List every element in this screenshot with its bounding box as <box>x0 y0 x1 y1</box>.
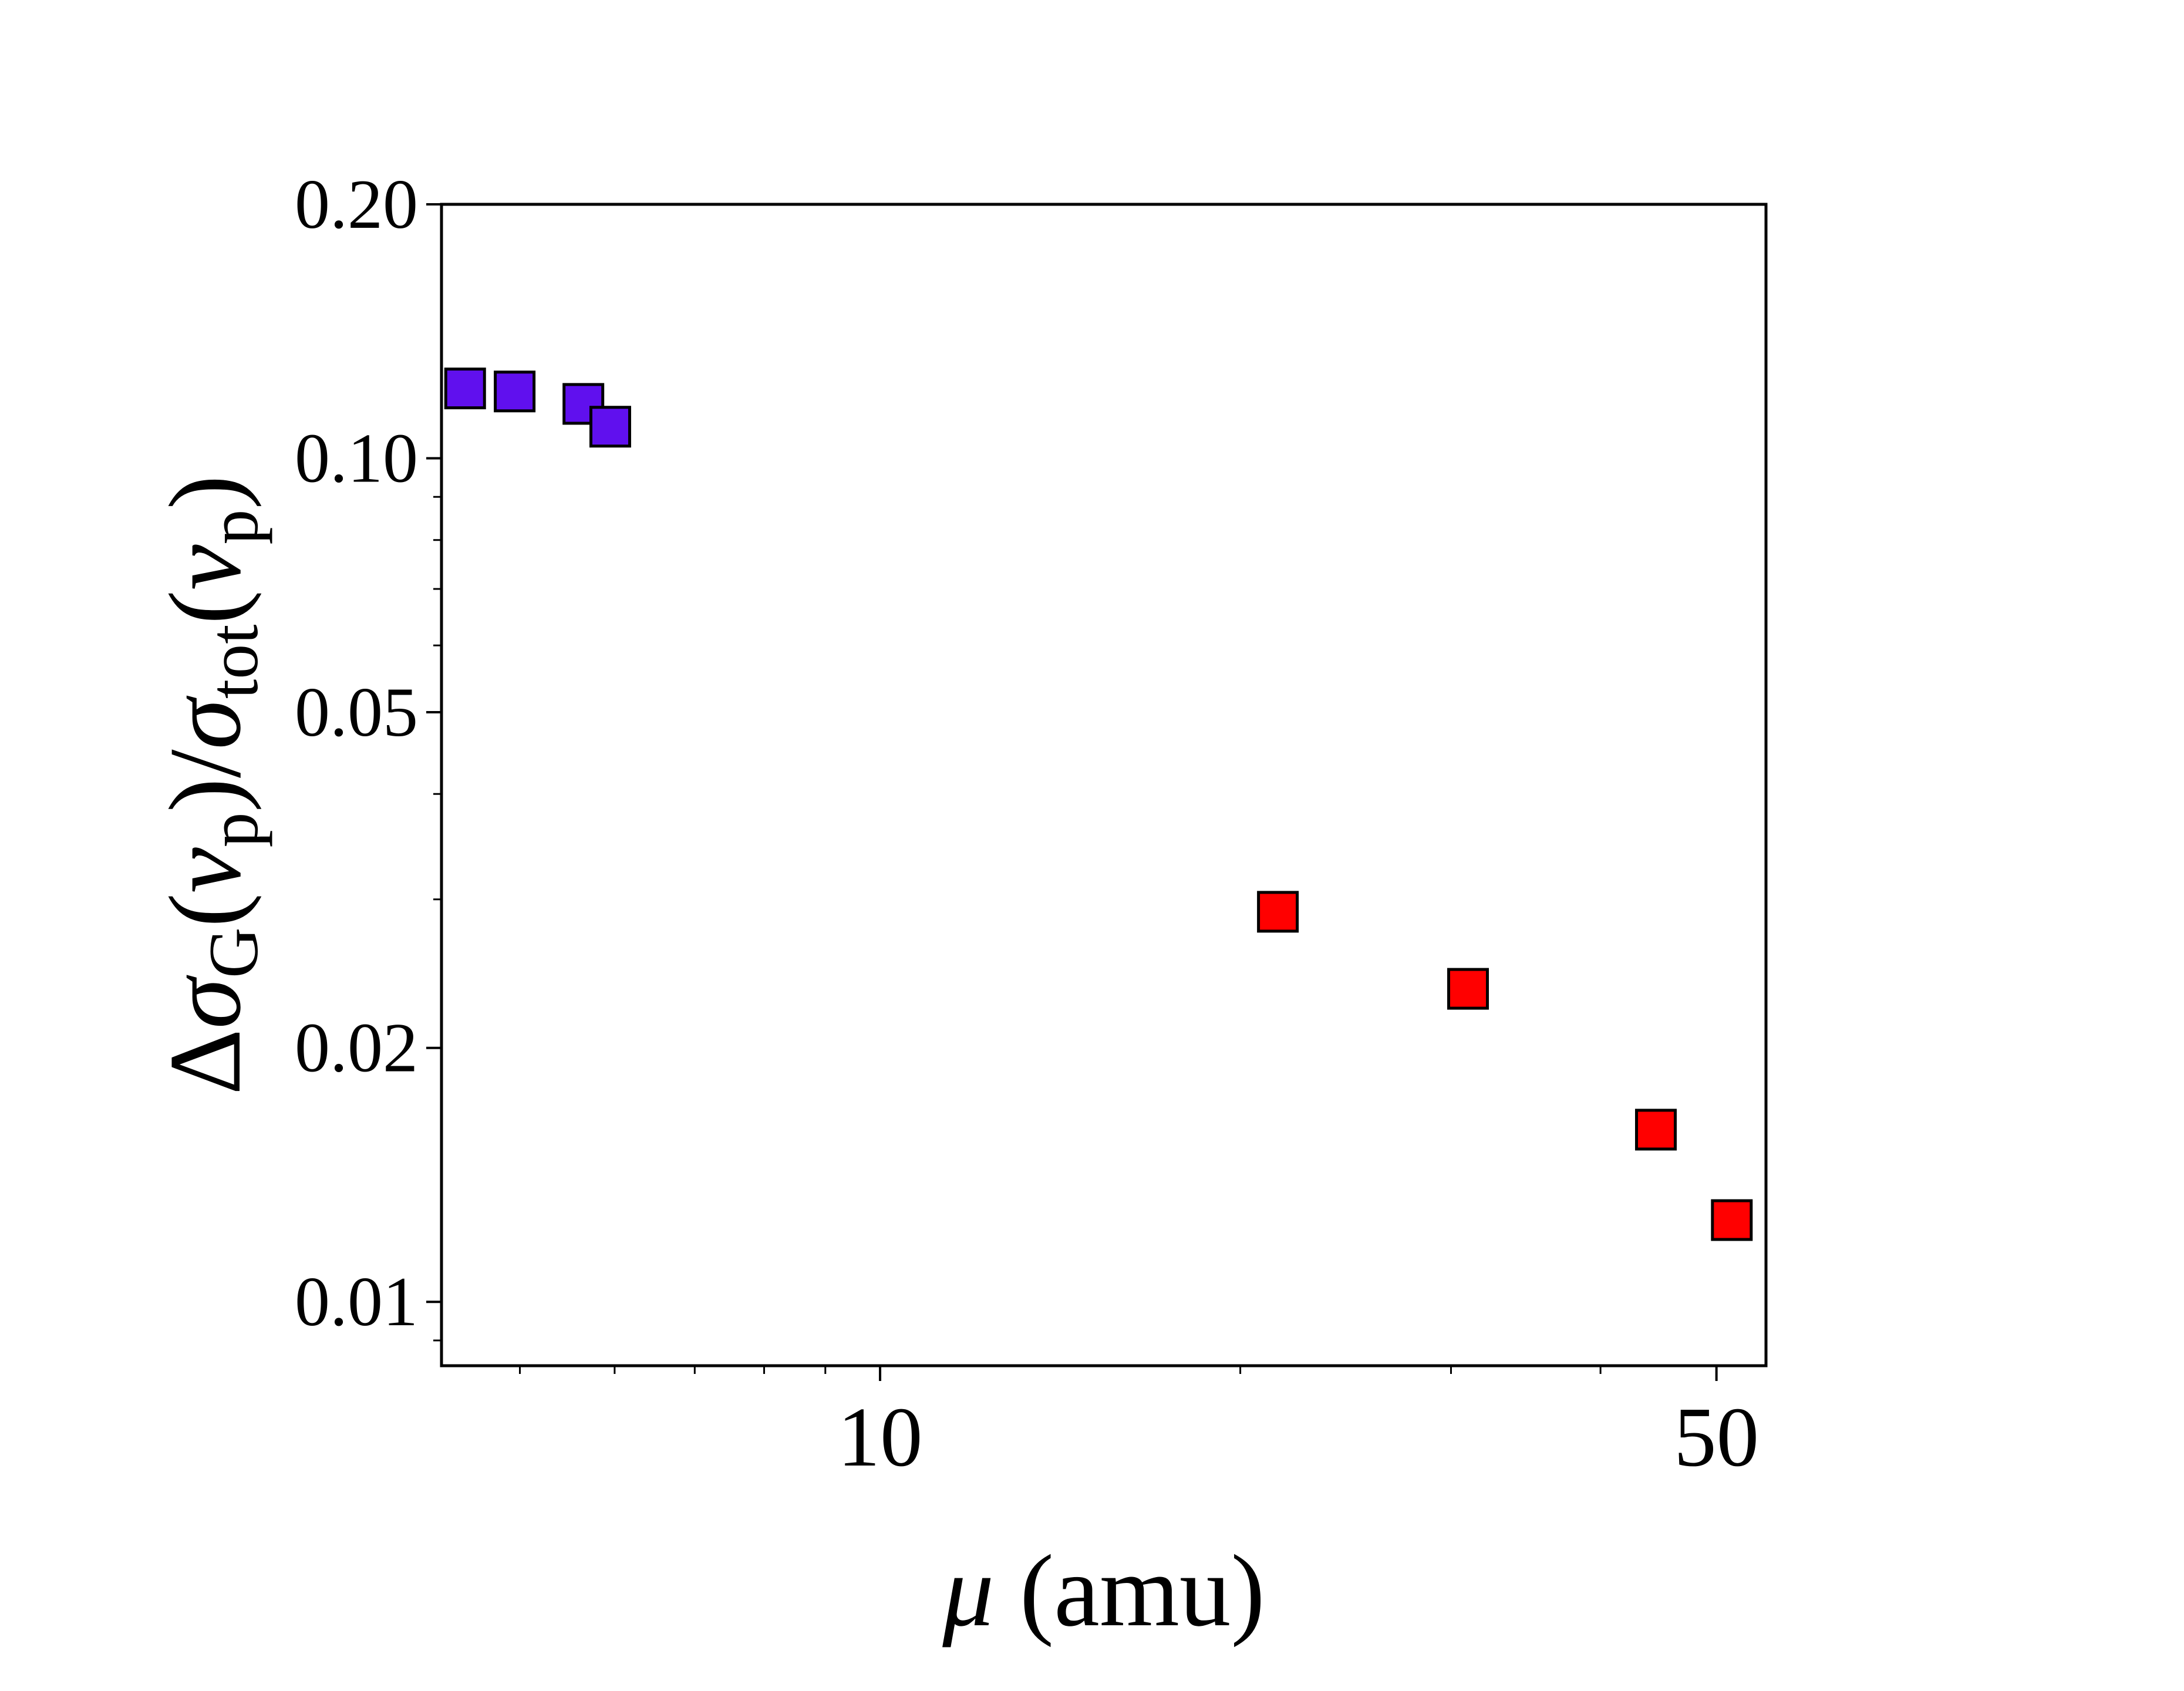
x-tick-label: 10 <box>838 1390 923 1484</box>
y-axis-nu: ν <box>148 847 262 893</box>
tick-labels: 10 50 0.01 0.02 0.05 0.10 0.20 <box>295 165 1759 1484</box>
y-axis-delta: Δ <box>148 1029 262 1095</box>
svg-text:ΔσG(νp)/σtot(νp): ΔσG(νp)/σtot(νp) <box>148 475 272 1095</box>
data-point <box>589 406 631 448</box>
y-axis-sigma: σ <box>148 975 262 1029</box>
y-axis-open-paren: ( <box>148 893 262 927</box>
y-axis-open-paren-2: ( <box>148 590 262 624</box>
y-tick-label: 0.10 <box>295 419 418 497</box>
y-axis-sub-tot: tot <box>194 624 272 699</box>
data-point <box>444 368 486 410</box>
data-markers <box>444 368 1753 1241</box>
data-point <box>494 370 536 413</box>
y-axis-sub-p: p <box>194 812 272 847</box>
y-tick-label: 0.02 <box>295 1009 418 1087</box>
y-axis-title: ΔσG(νp)/σtot(νp) <box>148 475 272 1095</box>
x-axis-symbol: μ <box>942 1534 994 1648</box>
y-axis-sub-g: G <box>194 927 272 978</box>
data-point <box>1634 1109 1677 1151</box>
y-axis-sub-p-2: p <box>194 509 272 544</box>
data-point <box>1447 968 1489 1010</box>
y-axis-sigma-tot: σ <box>148 695 262 749</box>
y-axis-slash: / <box>148 749 262 778</box>
y-tick-label: 0.20 <box>295 165 418 243</box>
y-axis-nu-2: ν <box>148 544 262 590</box>
x-axis-title: μ (amu) <box>942 1534 1265 1648</box>
data-point <box>1711 1199 1753 1241</box>
major-ticks <box>426 203 1718 1381</box>
plot-frame <box>440 203 1768 1367</box>
data-point <box>1257 891 1299 933</box>
y-tick-label: 0.05 <box>295 673 418 751</box>
y-tick-label: 0.01 <box>295 1262 418 1340</box>
y-axis-close-paren: ) <box>148 778 262 812</box>
x-tick-label: 50 <box>1674 1390 1759 1484</box>
x-axis-unit: (amu) <box>994 1534 1265 1648</box>
y-axis-close-paren-2: ) <box>148 475 262 509</box>
